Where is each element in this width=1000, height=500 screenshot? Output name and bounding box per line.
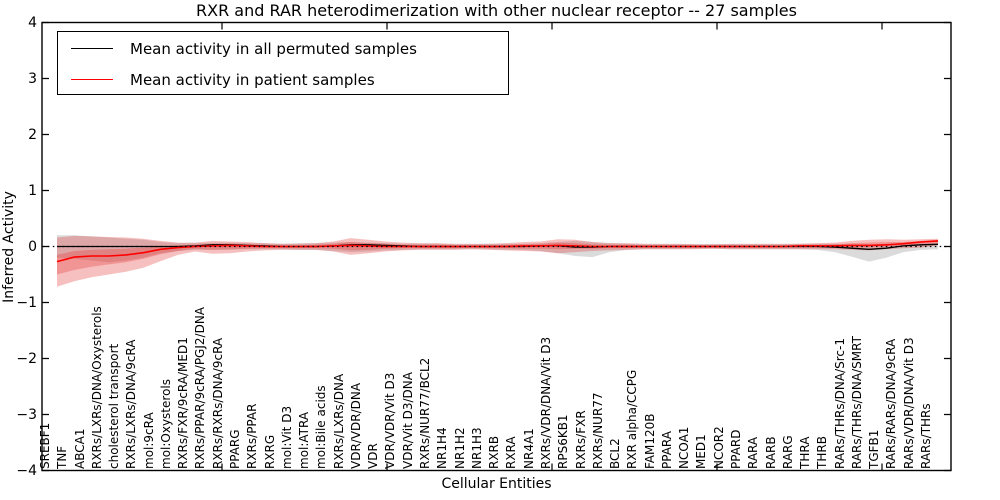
- x-tick-label: mol:Oxysterols: [158, 378, 173, 469]
- x-tick-label: RXRs/PPAR: [245, 403, 260, 469]
- x-tick-label: PPARD: [728, 429, 743, 469]
- x-tick-label: NR1H4: [435, 426, 450, 469]
- y-tick-label: 3: [28, 70, 37, 87]
- x-tick-label: NR1H3: [469, 426, 484, 469]
- y-tick-label: 1: [28, 182, 37, 199]
- permuted-spread-band: [57, 235, 938, 263]
- x-tick-label: mol:ATRA: [297, 411, 312, 469]
- x-tick-label: RXRB: [487, 435, 502, 469]
- x-tick-label: RARB: [763, 435, 778, 469]
- x-tick-label: PPARA: [659, 430, 674, 469]
- patient-mean-line: [56, 240, 939, 263]
- x-tick-label: TNF: [55, 445, 70, 469]
- x-tick-label: cholesterol transport: [107, 343, 122, 469]
- legend-box: Mean activity in all permuted samples Me…: [57, 31, 509, 95]
- x-tick-label: mol:Vit D3: [279, 405, 294, 469]
- x-tick-label: RARs/THRs: [919, 402, 933, 469]
- x-tick-label: NCOA1: [677, 426, 692, 469]
- x-tick-label: RXRs/RXRs/DNA/9cRA: [210, 337, 225, 469]
- x-tick-label: RARs/THRs/DNA/SMRT: [849, 335, 864, 469]
- legend-label-permuted: Mean activity in all permuted samples: [130, 39, 417, 58]
- x-tick-label: VDR: [366, 442, 381, 469]
- x-tick-label: RXRs/VDR/DNA/Vit D3: [538, 336, 553, 469]
- legend-item-patient: Mean activity in patient samples: [58, 64, 508, 95]
- x-tick-label: RXRs/FXR: [573, 409, 588, 469]
- x-tick-label: VDR/VDR/Vit D3: [383, 372, 398, 469]
- x-tick-label: RARG: [780, 434, 795, 469]
- x-tick-label: RARs/THRs/DNA/Src-1: [832, 337, 847, 469]
- x-tick-label: FAM120B: [642, 413, 657, 469]
- chart-title: RXR and RAR heterodimerization with othe…: [196, 1, 797, 20]
- x-tick-label: RXRs/NUR77/BCL2: [418, 357, 433, 469]
- x-tick-label: RXRs/LXRs/DNA/Oxysterols: [89, 305, 104, 469]
- x-tick-label: NCOR2: [711, 425, 726, 469]
- axis-tick-marks: [42, 21, 951, 472]
- y-tick-label: 4: [28, 14, 37, 31]
- x-tick-label: ABCA1: [72, 428, 87, 469]
- x-tick-label: TGFB1: [867, 429, 882, 469]
- x-tick-label: MED1: [694, 433, 709, 469]
- x-tick-label: VDR/VDR/DNA: [348, 382, 363, 469]
- x-tick-label: SREBF1: [38, 422, 52, 469]
- x-tick-label: RXRA: [504, 435, 519, 469]
- y-tick-label: 0: [28, 238, 37, 255]
- x-tick-label: mol:Bile acids: [314, 384, 329, 469]
- x-tick-label: PPARG: [228, 428, 243, 469]
- x-tick-label: RXRs/NUR77: [590, 391, 605, 469]
- x-tick-label: THRA: [798, 436, 813, 469]
- x-tick-label: RARA: [746, 436, 761, 469]
- patient-outer-band: [57, 235, 938, 287]
- x-tick-label: THRB: [815, 435, 830, 469]
- legend-item-permuted: Mean activity in all permuted samples: [58, 33, 508, 64]
- x-tick-label: RXR alpha/CCPG: [625, 369, 640, 469]
- y-tick-label: 2: [28, 126, 37, 143]
- y-tick-label: −4: [16, 462, 37, 479]
- x-tick-label: RXRs/LXRs/DNA: [331, 373, 346, 469]
- x-tick-label: RXRs/PPAR/9cRA/PGJ2/DNA: [193, 306, 208, 469]
- legend-line-patient-icon: [71, 79, 113, 80]
- x-tick-label: RXRG: [262, 434, 277, 469]
- x-tick-label: NR1H2: [452, 426, 467, 469]
- x-axis-label: Cellular Entities: [441, 476, 552, 492]
- x-tick-label: mol:9cRA: [141, 411, 156, 469]
- x-tick-label: RXRs/FXR/9cRA/MED1: [176, 336, 191, 469]
- legend-label-patient: Mean activity in patient samples: [130, 70, 375, 89]
- x-tick-label: RXRs/LXRs/DNA/9cRA: [124, 339, 139, 469]
- y-tick-label: −1: [16, 294, 37, 311]
- y-tick-label: −3: [16, 406, 37, 423]
- x-tick-label: NR4A1: [521, 427, 536, 469]
- x-tick-label: RARs/RARs/DNA/9cRA: [884, 338, 899, 469]
- x-tick-label: BCL2: [608, 437, 623, 469]
- legend-line-permuted-icon: [71, 48, 113, 49]
- x-tick-label: RARs/VDR/DNA/Vit D3: [901, 336, 916, 469]
- x-tick-label: VDR/Vit D3/DNA: [400, 371, 415, 469]
- y-tick-label: −2: [16, 350, 37, 367]
- x-tick-label: RPS6KB1: [556, 413, 571, 469]
